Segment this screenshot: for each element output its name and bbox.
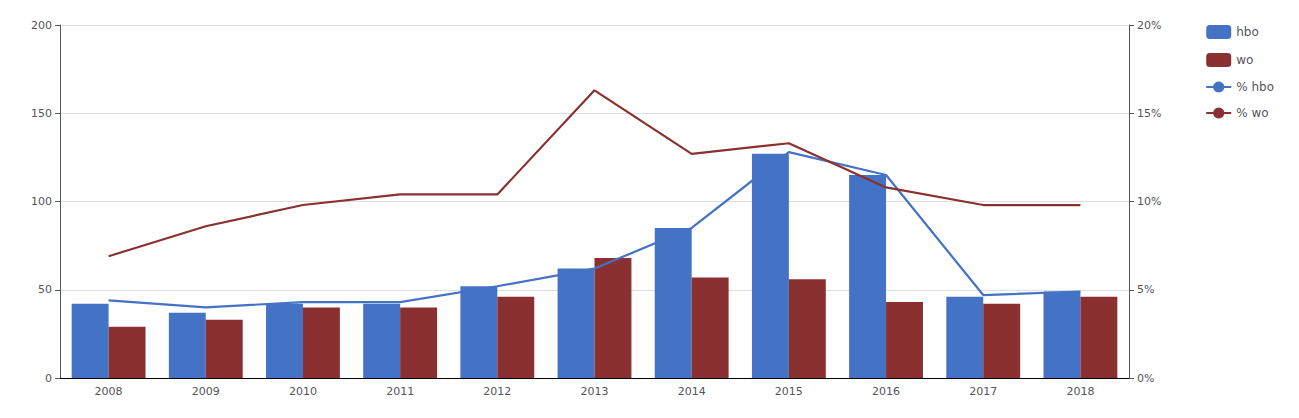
svg-text:2008: 2008	[95, 385, 123, 398]
svg-text:0: 0	[45, 372, 52, 385]
svg-text:2017: 2017	[969, 385, 997, 398]
svg-text:5%: 5%	[1137, 283, 1154, 296]
svg-text:2014: 2014	[678, 385, 706, 398]
svg-text:2013: 2013	[581, 385, 609, 398]
svg-text:2016: 2016	[872, 385, 900, 398]
svg-text:150: 150	[31, 107, 52, 120]
svg-text:2018: 2018	[1066, 385, 1094, 398]
svg-text:hbo: hbo	[1236, 25, 1259, 39]
svg-text:0%: 0%	[1137, 372, 1154, 385]
svg-text:15%: 15%	[1137, 107, 1161, 120]
svg-text:% wo: % wo	[1236, 106, 1268, 120]
svg-text:50: 50	[38, 283, 52, 296]
svg-text:2011: 2011	[386, 385, 414, 398]
svg-text:2015: 2015	[775, 385, 803, 398]
svg-text:2009: 2009	[192, 385, 220, 398]
svg-text:2012: 2012	[483, 385, 511, 398]
svg-text:20%: 20%	[1137, 19, 1161, 32]
svg-text:2010: 2010	[289, 385, 317, 398]
svg-text:wo: wo	[1236, 53, 1253, 67]
svg-text:% hbo: % hbo	[1236, 80, 1274, 94]
svg-text:200: 200	[31, 19, 52, 32]
svg-text:10%: 10%	[1137, 195, 1161, 208]
svg-text:100: 100	[31, 195, 52, 208]
